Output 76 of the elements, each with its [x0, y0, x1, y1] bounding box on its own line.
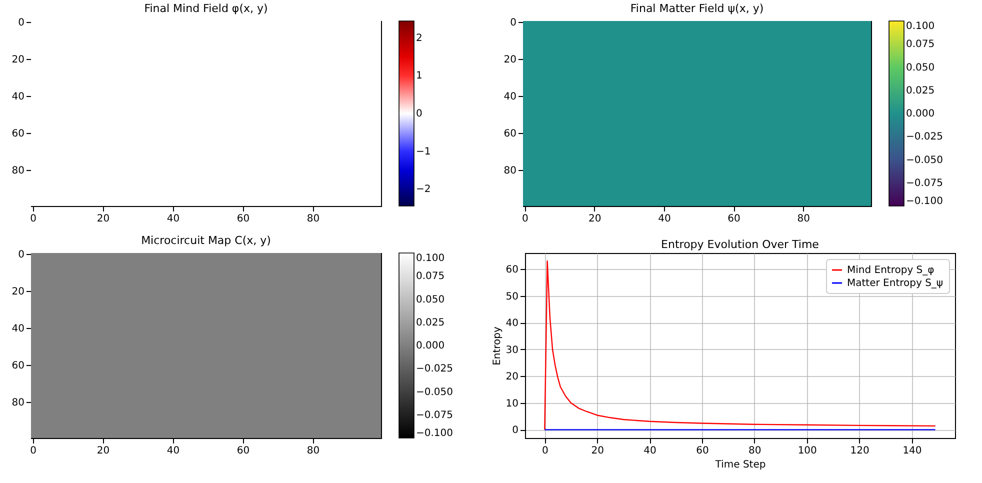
color-bar-label: 2 [416, 32, 422, 44]
y-tick-label: 0 [512, 425, 518, 436]
y-tick-label: 20 [12, 54, 24, 66]
x-tick-label: 140 [902, 446, 922, 456]
y-tick-label: 80 [12, 397, 24, 408]
y-tick-label: 30 [506, 344, 518, 356]
y-tick-label: 40 [12, 323, 24, 334]
x-tick-label: 120 [850, 446, 870, 456]
color-bar-label: 0.050 [906, 62, 935, 74]
x-tick-label: 60 [236, 214, 250, 224]
color-bar-label: 0.050 [416, 294, 445, 306]
y-tick-label: 60 [12, 360, 24, 372]
x-tick-label: 40 [166, 214, 180, 224]
color-bar-label: 0.075 [906, 39, 935, 50]
x-tick-label: 100 [798, 446, 817, 456]
x-tick-label: 60 [728, 214, 740, 224]
legend-label: Mind Entropy S_φ [847, 265, 935, 276]
y-tick-label: 10 [506, 398, 518, 410]
color-bar-label: 0.100 [906, 21, 935, 32]
legend-label: Matter Entropy S_ψ [847, 278, 944, 289]
x-tick-label: 20 [591, 446, 604, 456]
y-tick-label: 0 [18, 249, 24, 260]
color-bar-label: −2 [416, 184, 431, 196]
x-tick-label: 0 [542, 446, 548, 456]
x-tick-label: 20 [96, 214, 110, 224]
x-tick-label: 80 [306, 214, 320, 224]
color-bar-label: −0.050 [416, 386, 454, 398]
y-tick-label: 20 [12, 286, 24, 298]
color-bar-label: 0.025 [906, 85, 935, 96]
chart-title: Final Mind Field φ(x, y) [144, 2, 268, 15]
color-bar-label: −0.075 [416, 410, 454, 421]
color-bar-label: 0 [416, 108, 422, 120]
chart-title: Final Matter Field ψ(x, y) [630, 2, 764, 15]
y-tick-label: 50 [506, 291, 518, 302]
color-bar-label: −0.075 [906, 178, 944, 189]
chart-title: Microcircuit Map C(x, y) [141, 234, 271, 247]
x-tick-label: 0 [30, 446, 36, 456]
y-tick-label: 40 [504, 91, 516, 102]
x-tick-label: 0 [30, 214, 36, 224]
x-tick-label: 80 [748, 446, 762, 456]
color-bar-label: −0.100 [416, 428, 454, 439]
color-bar-label: −0.025 [416, 364, 454, 375]
x-tick-label: 80 [306, 446, 320, 456]
y-tick-label: 60 [506, 264, 518, 276]
y-tick-label: 40 [506, 318, 518, 330]
x-tick-label: 0 [522, 214, 528, 224]
y-tick-label: 80 [504, 165, 516, 176]
y-tick-label: 0 [510, 17, 516, 28]
y-tick-label: 60 [504, 128, 516, 140]
x-tick-label: 60 [696, 446, 709, 456]
x-tick-label: 40 [644, 446, 656, 456]
color-bar-label: −1 [416, 146, 431, 158]
x-tick-label: 40 [658, 214, 671, 224]
color-bar-label: −0.100 [906, 196, 944, 207]
y-tick-label: 20 [504, 54, 516, 66]
color-bar-label: 0.000 [906, 108, 935, 120]
color-bar-label: −0.025 [906, 132, 944, 143]
color-bar-label: 0.000 [416, 340, 445, 352]
x-tick-label: 40 [166, 446, 180, 456]
y-tick-label: 0 [18, 17, 24, 28]
x-tick-label: 80 [797, 214, 810, 224]
chart-title: Entropy Evolution Over Time [661, 238, 820, 251]
y-tick-label: 20 [506, 372, 518, 383]
color-bar-label: −0.050 [906, 154, 944, 166]
color-bar-label: 0.075 [416, 271, 445, 282]
color-bar-label: 1 [416, 70, 422, 82]
y-axis-title: Entropy [492, 326, 503, 366]
color-bar-label: 0.100 [416, 253, 445, 264]
y-tick-label: 80 [12, 165, 24, 176]
y-tick-label: 60 [12, 128, 24, 140]
x-tick-label: 20 [96, 446, 110, 456]
color-bar-label: 0.025 [416, 317, 445, 328]
x-tick-label: 60 [236, 446, 250, 456]
y-tick-label: 40 [12, 91, 24, 102]
x-axis-title: Time Step [714, 460, 766, 470]
x-tick-label: 20 [588, 214, 602, 224]
